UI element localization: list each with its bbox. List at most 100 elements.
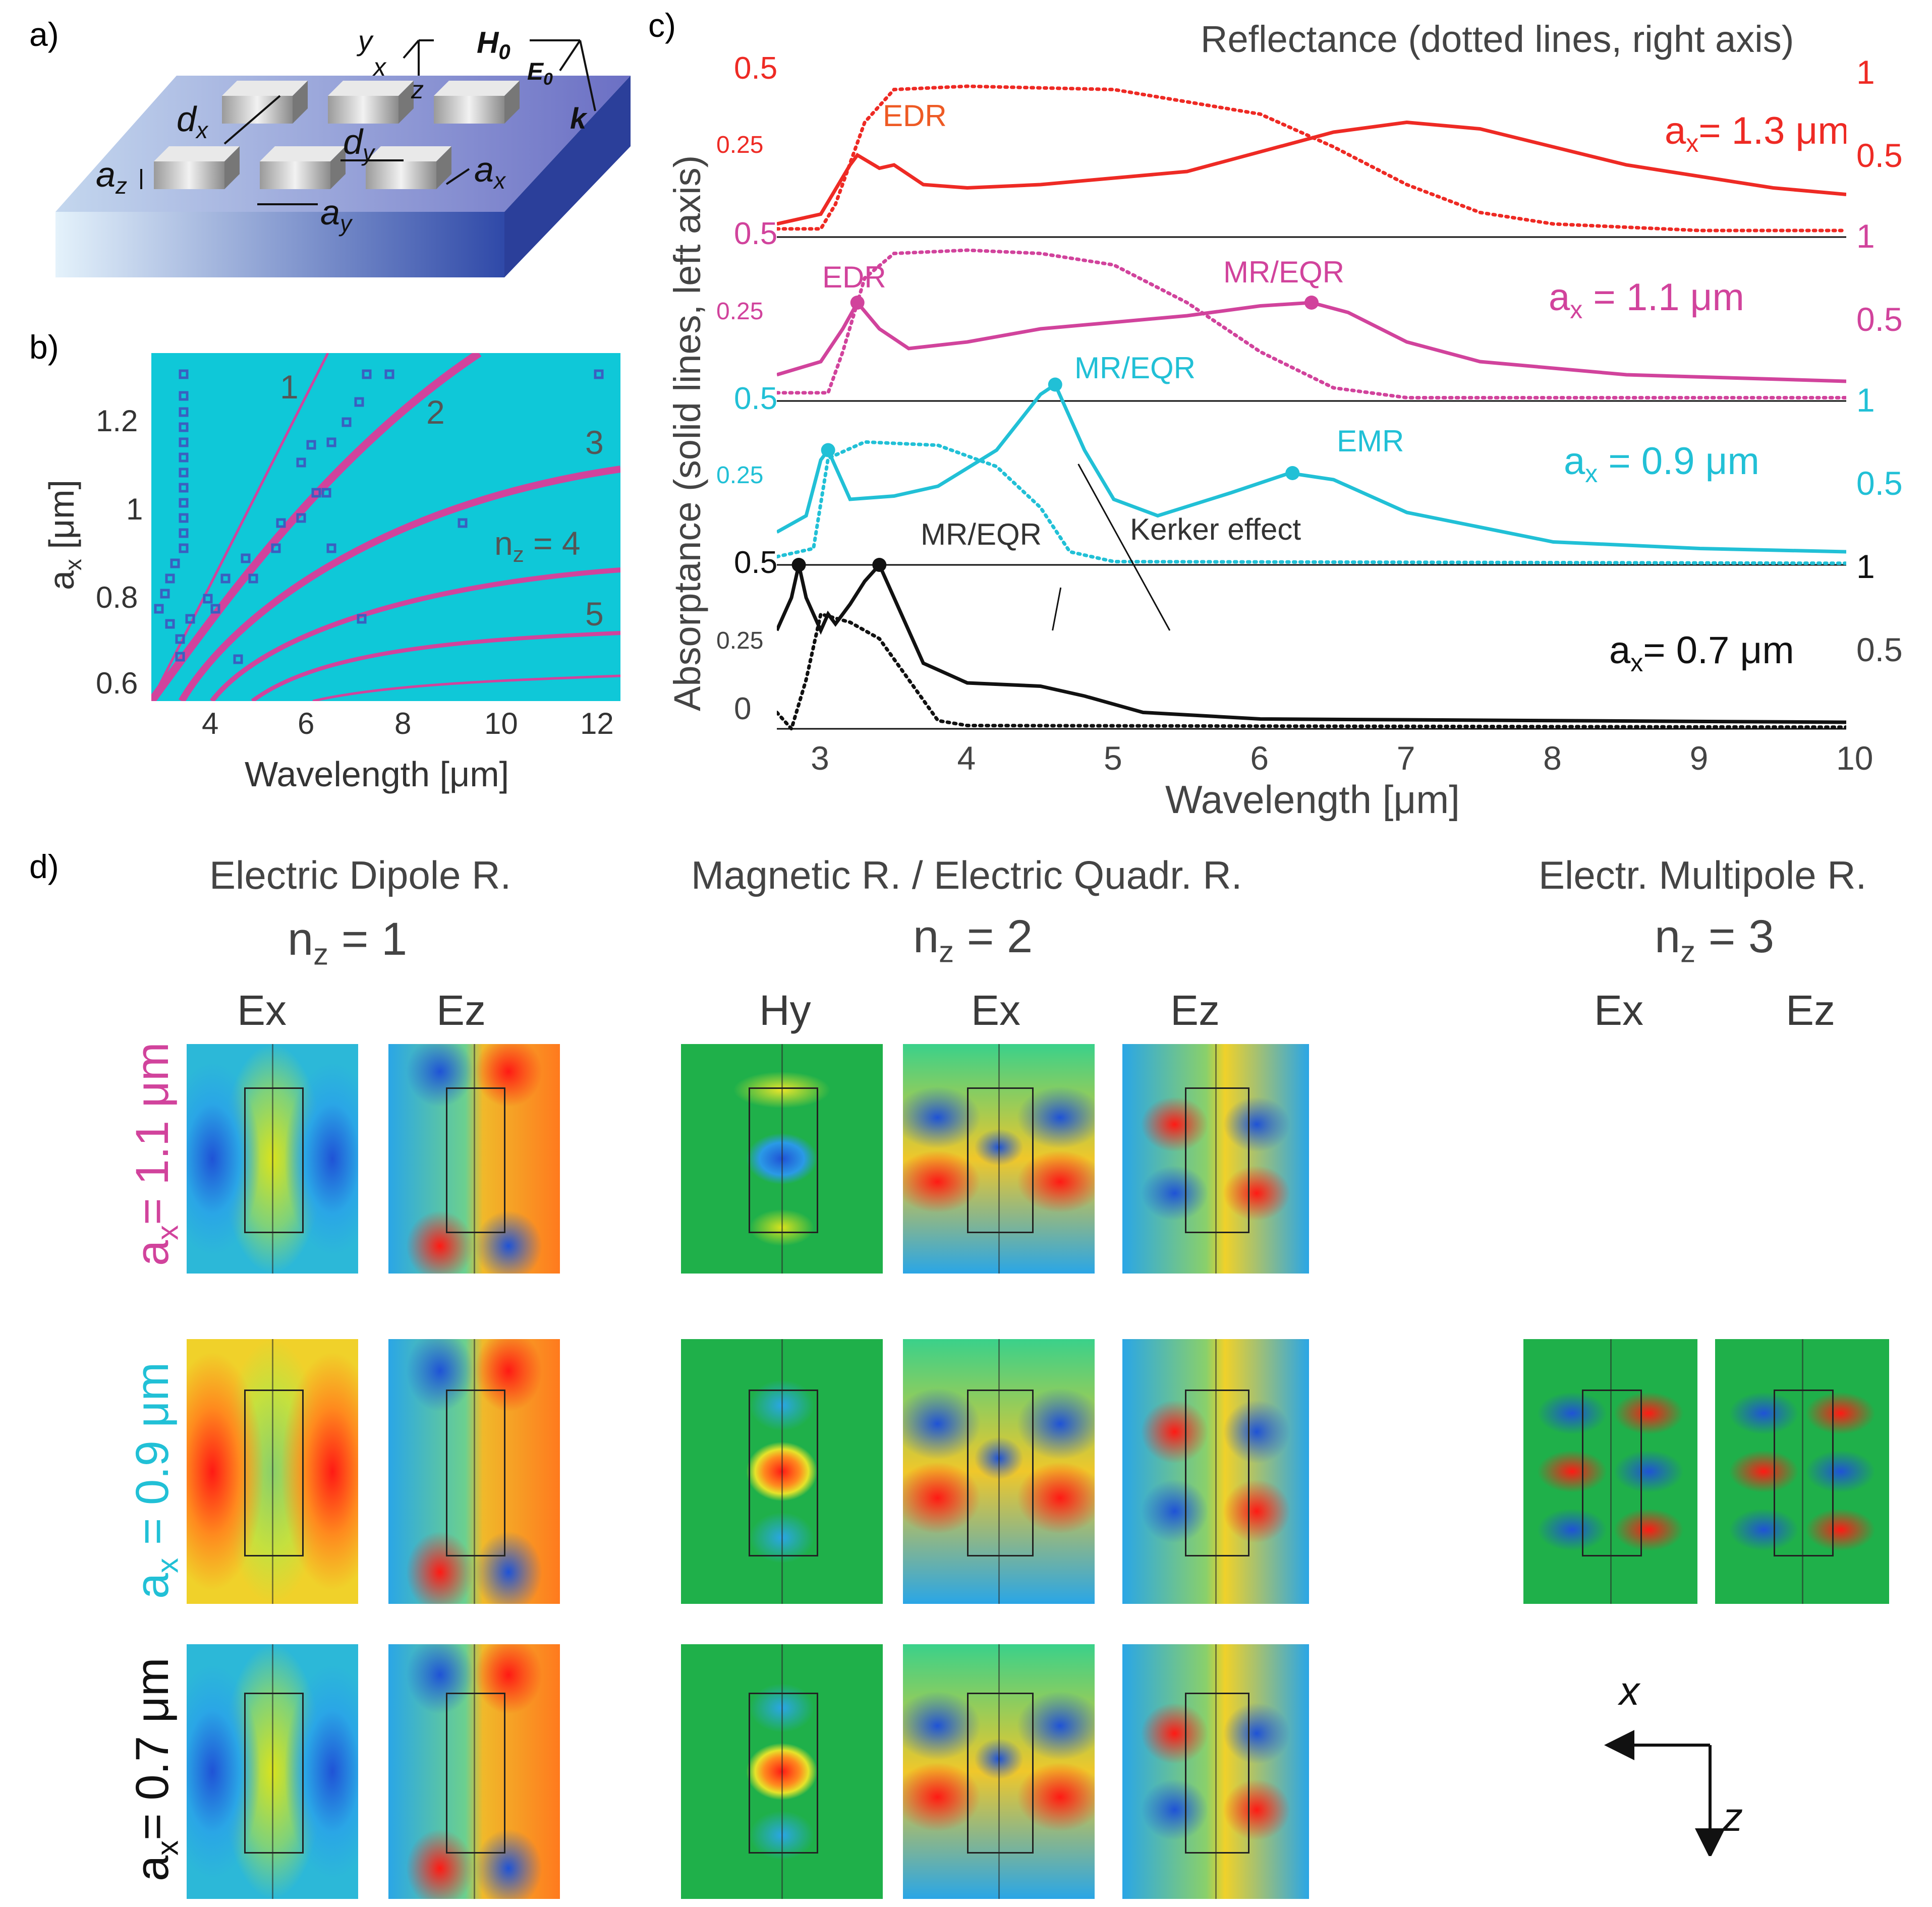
coord-y-label: y [356,25,374,56]
c-left-tick-5: 0.25 [716,462,764,489]
resonator-outline [244,1087,304,1233]
d-row-label-0.9: ax = 0.9 μm [127,1362,185,1599]
coord-z-label: z [411,76,424,104]
c-reflectance-0 [777,84,1846,233]
d-col-ex-2: Ex [971,987,1021,1034]
b-ytick-0.8: 0.8 [96,581,138,614]
c-left-tick-4: 0.5 [734,381,778,416]
resonator-outline [749,1692,818,1854]
b-ytick-1: 1 [126,492,143,526]
resonator-outline [244,1692,304,1854]
c-reflectance-2 [777,440,1846,565]
resonator-outline [244,1389,304,1557]
field-map-ax-1.1-ez-2 [1122,1044,1309,1274]
d-group2-title: Magnetic R. / Electric Quadr. R. [691,853,1242,897]
field-map-ax-0.9-ex-3 [1523,1339,1697,1604]
c-xtick-10: 10 [1836,739,1873,777]
c-left-tick-2: 0.5 [734,216,778,251]
field-map-center-line [474,1044,475,1274]
mode-label-3: 3 [585,424,604,461]
resonator-outline [1184,1087,1250,1233]
axis-x-label: x [1617,1668,1641,1713]
field-map-ax-1.1-ex-2 [903,1044,1095,1274]
c-xtick-5: 5 [1103,739,1122,777]
field-map-center-line [781,1044,783,1274]
c-title: Reflectance (dotted lines, right axis) [1201,18,1794,60]
resonator-outline [749,1087,818,1233]
field-map-ax-0.9-ez-3 [1715,1339,1889,1604]
c-series-label-0: ax= 1.3 μm [1665,109,1846,157]
c-right-tick-1: 0.5 [1856,137,1903,174]
c-left-tick-6: 0.5 [734,545,778,580]
c-annotation-5: MR/EQR [921,517,1042,551]
coord-x-label: x [372,53,387,81]
field-map-ax-0.7-ez-1 [388,1644,560,1899]
resonator-outline [1773,1389,1834,1557]
substrate-side [504,76,631,277]
resonator-outline [967,1692,1034,1854]
c-left-tick-1: 0.25 [716,132,764,158]
field-map-center-line [1215,1339,1217,1604]
k-label: k [570,102,588,135]
c-right-tick-0: 1 [1856,53,1875,91]
d-row-label-1.1: ax= 1.1 μm [127,1042,185,1266]
c-left-tick-0: 0.5 [734,51,778,86]
field-map-center-line [1610,1339,1612,1604]
c-peak-marker-6 [872,558,887,572]
field-map-center-line [272,1339,273,1604]
field-map-ax-1.1-ex-1 [187,1044,358,1274]
panel-d-letter: d) [29,848,59,885]
c-xtick-3: 3 [811,739,829,777]
d-col-hy-2: Hy [759,987,811,1034]
b-xlabel: Wavelength [μm] [245,755,509,794]
c-annotation-6: Kerker effect [1130,512,1301,546]
resonator-outline [749,1389,818,1557]
field-map-ax-0.7-ez-2 [1122,1644,1309,1899]
resonance-markers [154,369,604,664]
b-xtick-10: 10 [484,707,518,740]
d-group3-nz: nz = 3 [1655,911,1775,969]
c-absorptance-0 [777,120,1846,226]
c-xlabel: Wavelength [μm] [1165,777,1460,822]
field-map-ax-0.9-ez-2 [1122,1339,1309,1604]
resonator-outline [967,1389,1034,1557]
d-row-label-0.7: ax= 0.7 μm [127,1657,185,1881]
substrate-front [55,212,504,277]
d-col-ez-3: Ez [1786,987,1836,1034]
az-label: az [96,155,127,199]
c-annotation-0: EDR [883,99,947,133]
c-peak-marker-2 [821,443,835,457]
field-map-center-line [1215,1044,1217,1274]
c-reflectance-3 [777,612,1846,732]
resonator-outline [1581,1389,1642,1557]
c-series-label-2: ax = 0.9 μm [1564,440,1759,488]
b-ytick-0.6: 0.6 [96,666,138,700]
mode-label-1: 1 [280,368,299,406]
field-map-ax-0.9-ex-2 [903,1339,1095,1604]
field-map-ax-1.1-hy-2 [681,1044,883,1274]
field-map-center-line [474,1339,475,1604]
field-map-center-line [998,1339,1000,1604]
panel-b-letter: b) [29,328,59,366]
field-map-ax-0.9-hy-2 [681,1339,883,1604]
c-xtick-7: 7 [1396,739,1415,777]
c-left-tick-8: 0 [734,691,752,726]
c-kerker-arrow-1 [1077,464,1171,631]
mode-label-4: nz = 4 [494,525,581,567]
c-xtick-8: 8 [1543,739,1562,777]
axis-z-label: z [1722,1795,1743,1839]
resonator-outline [1184,1389,1250,1557]
resonator-outline [445,1692,506,1854]
c-right-tick-4: 1 [1856,381,1875,419]
c-absorptance-3 [777,561,1846,724]
c-peak-marker-3 [1048,377,1062,392]
d-col-ez-1: Ez [436,987,486,1034]
field-map-ax-0.9-ez-1 [388,1339,560,1604]
E0-label: E0 [527,59,553,89]
b-xtick-8: 8 [394,707,412,740]
c-annotation-4: EMR [1337,424,1404,458]
panel-a-letter: a) [29,16,59,53]
c-right-tick-2: 1 [1856,217,1875,255]
field-map-center-line [998,1044,1000,1274]
field-map-center-line [272,1044,273,1274]
